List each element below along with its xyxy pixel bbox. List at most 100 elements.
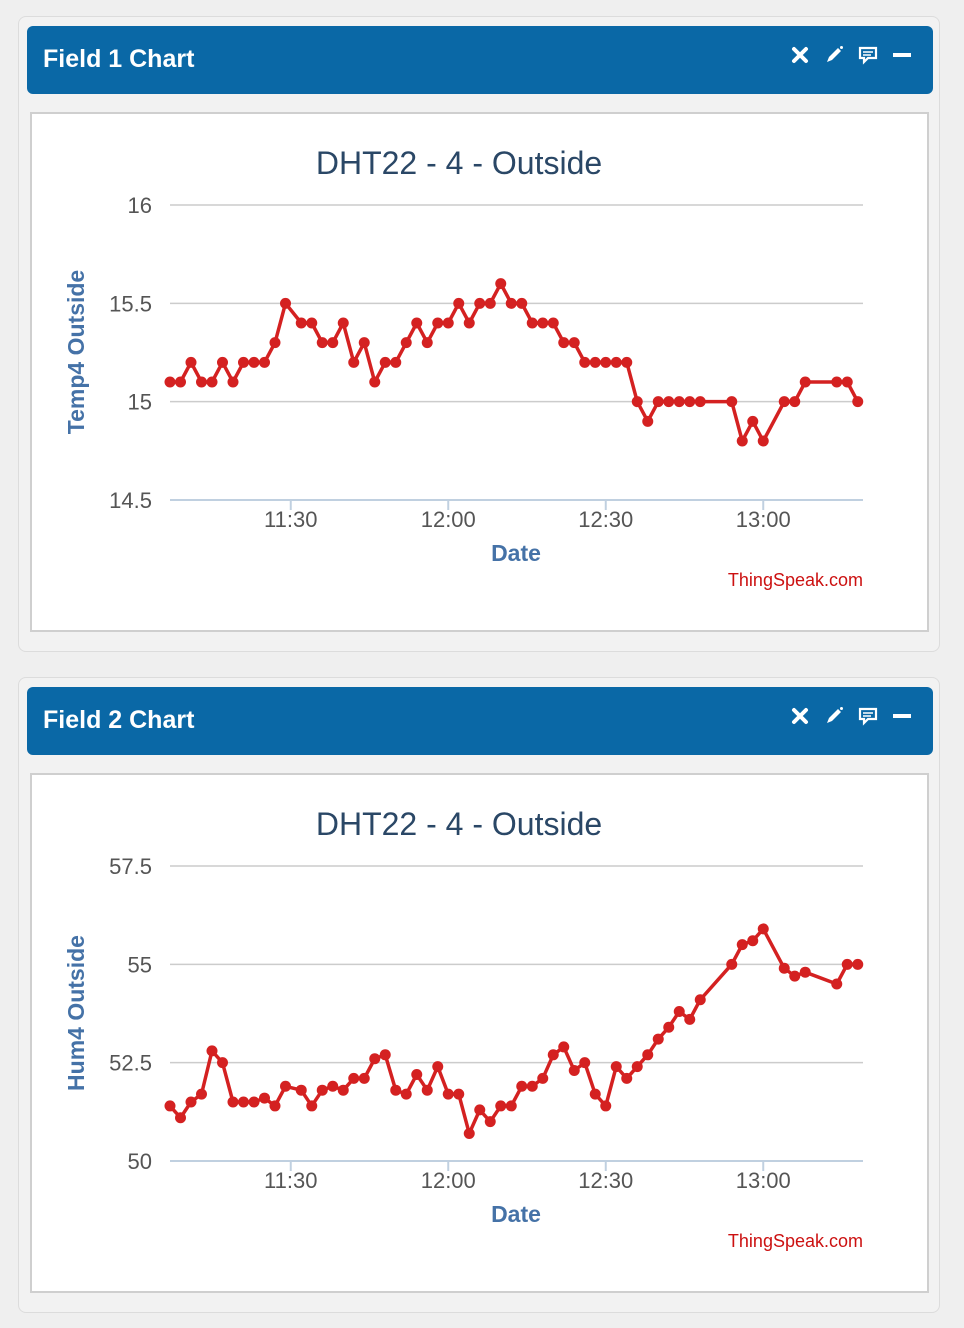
y-tick-label: 57.5	[109, 854, 152, 879]
data-point	[747, 415, 759, 427]
data-point	[852, 958, 864, 970]
data-point	[831, 978, 843, 990]
data-point	[631, 396, 643, 408]
data-point	[726, 396, 738, 408]
data-point	[442, 1088, 454, 1100]
widget-header: Field 1 Chart	[27, 26, 933, 94]
data-point	[227, 376, 239, 388]
close-icon[interactable]	[789, 705, 811, 727]
data-point	[663, 1021, 675, 1033]
data-point	[589, 356, 601, 368]
data-point	[579, 1057, 591, 1069]
data-point	[474, 297, 486, 309]
edit-pencil-icon[interactable]	[823, 705, 845, 727]
data-point	[537, 317, 549, 329]
data-point	[206, 1045, 218, 1057]
data-point	[390, 1084, 402, 1096]
data-point	[259, 1092, 270, 1104]
y-tick-label: 15.5	[109, 291, 152, 316]
chart-container: DHT22 - 4 - Outside 14.5 15 15.5 16 11:30 12:0…	[30, 112, 929, 632]
data-point	[484, 297, 496, 309]
data-point	[175, 376, 186, 388]
data-point	[217, 1057, 228, 1069]
data-point	[348, 356, 360, 368]
thingspeak-credit-link: ThingSpeak.com	[728, 570, 863, 590]
data-point	[227, 1096, 239, 1108]
data-point	[757, 435, 769, 447]
data-point	[516, 297, 528, 309]
widget-header: Field 2 Chart	[27, 687, 933, 755]
data-point	[621, 1072, 633, 1084]
data-point	[442, 317, 454, 329]
data-point	[238, 1096, 249, 1108]
data-point	[400, 1088, 412, 1100]
data-point	[621, 356, 633, 368]
data-point	[673, 396, 685, 408]
data-point	[411, 317, 423, 329]
data-point	[799, 966, 811, 978]
data-point	[568, 337, 580, 349]
data-point	[505, 1100, 517, 1112]
data-point	[799, 376, 811, 388]
data-point	[474, 1104, 486, 1116]
data-point	[411, 1068, 423, 1080]
x-tick-label: 13:00	[736, 507, 791, 532]
data-point	[778, 962, 790, 974]
y-tick-label: 50	[128, 1149, 152, 1174]
x-tick-label: 13:00	[736, 1168, 791, 1193]
field-1-widget: Field 1 Chart DHT22 - 4 - Outside 14.5 15 1…	[18, 16, 940, 652]
data-point	[852, 396, 864, 408]
chart-title: DHT22 - 4 - Outside	[316, 145, 602, 181]
data-point	[831, 376, 843, 388]
minimize-icon[interactable]	[891, 705, 913, 727]
data-point	[306, 1100, 318, 1112]
data-point	[841, 376, 853, 388]
comment-icon[interactable]	[857, 44, 879, 66]
data-point	[631, 1061, 643, 1073]
data-point	[369, 1053, 381, 1065]
data-point	[568, 1065, 580, 1077]
data-point	[295, 317, 307, 329]
data-point	[337, 317, 349, 329]
data-point	[280, 297, 291, 309]
data-point	[673, 1006, 685, 1018]
y-axis-label: Temp4 Outside	[63, 270, 89, 434]
data-point	[238, 356, 249, 368]
data-point	[358, 1072, 370, 1084]
data-point	[206, 376, 218, 388]
data-point	[269, 337, 281, 349]
data-point	[652, 396, 664, 408]
data-point	[432, 317, 444, 329]
data-point	[453, 1088, 465, 1100]
data-point	[185, 1096, 197, 1108]
data-point	[610, 356, 622, 368]
data-point	[280, 1080, 291, 1092]
x-axis-label: Date	[491, 540, 541, 566]
data-point	[217, 356, 228, 368]
close-icon[interactable]	[789, 44, 811, 66]
y-tick-label: 14.5	[109, 488, 152, 513]
data-point	[495, 278, 507, 290]
comment-icon[interactable]	[857, 705, 879, 727]
x-tick-label: 12:30	[578, 1168, 633, 1193]
data-point	[684, 1013, 696, 1025]
edit-pencil-icon[interactable]	[823, 44, 845, 66]
data-point	[164, 1100, 176, 1112]
data-point	[453, 297, 465, 309]
data-point	[610, 1061, 622, 1073]
data-point	[306, 317, 318, 329]
data-point	[526, 317, 538, 329]
y-axis-label: Hum4 Outside	[63, 935, 89, 1091]
data-point	[841, 958, 853, 970]
data-point	[248, 356, 260, 368]
chart-container: DHT22 - 4 - Outside 50 52.5 55 57.5 11:30 12:0…	[30, 773, 929, 1293]
y-tick-label: 15	[128, 390, 152, 415]
data-point	[379, 1049, 391, 1061]
data-point	[421, 337, 433, 349]
minimize-icon[interactable]	[891, 44, 913, 66]
data-point	[778, 396, 790, 408]
y-tick-label: 16	[128, 193, 152, 218]
data-point	[259, 356, 270, 368]
data-point	[400, 337, 412, 349]
data-point	[558, 1041, 570, 1053]
